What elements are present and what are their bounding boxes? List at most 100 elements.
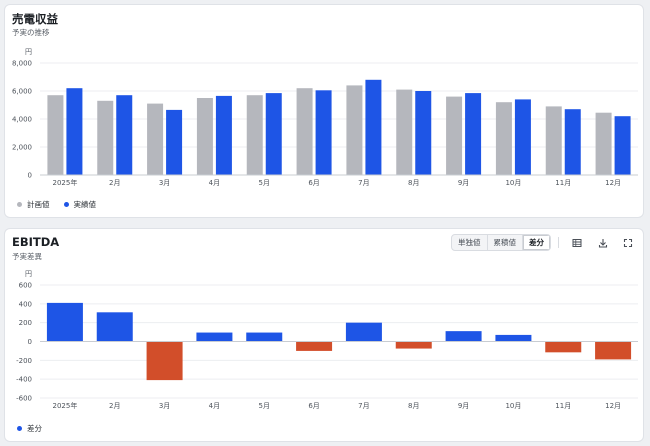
- actual-bar: [564, 109, 581, 175]
- actual-bar: [66, 88, 83, 175]
- fullscreen-icon[interactable]: [621, 236, 635, 250]
- legend-label: 差分: [27, 424, 42, 433]
- toggle-cumulative-value[interactable]: 累積値: [488, 235, 523, 250]
- x-tick-label: 6月: [308, 402, 319, 410]
- plan-bar: [296, 88, 313, 175]
- difference-bar: [46, 302, 83, 342]
- x-tick-label: 4月: [209, 179, 220, 187]
- plan-bar: [446, 96, 463, 175]
- x-tick-label: 10月: [505, 402, 521, 410]
- difference-bar: [595, 341, 632, 360]
- x-tick-label: 7月: [358, 402, 369, 410]
- y-tick-label: 600: [19, 282, 32, 290]
- difference-bar: [395, 341, 432, 349]
- x-tick-label: 8月: [408, 402, 419, 410]
- y-tick-label: 200: [19, 319, 32, 327]
- difference-bar: [246, 332, 283, 342]
- plan-bar: [97, 100, 114, 175]
- actual-bar: [315, 90, 332, 175]
- x-tick-label: 5月: [259, 402, 270, 410]
- y-tick-label: 4,000: [12, 116, 32, 124]
- actual-bar: [116, 95, 133, 175]
- chart-legend: 差分: [17, 423, 42, 434]
- y-tick-label: 0: [28, 338, 32, 346]
- plan-bar: [495, 102, 512, 175]
- difference-bar: [196, 332, 233, 342]
- y-tick-label: 0: [28, 172, 32, 180]
- x-tick-label: 5月: [259, 179, 270, 187]
- difference-bar: [495, 334, 532, 342]
- actual-bar: [514, 99, 531, 175]
- plan-bar: [147, 103, 164, 175]
- actual-bar: [215, 95, 232, 175]
- y-tick-label: -200: [16, 357, 32, 365]
- toolbar-divider: [558, 237, 559, 248]
- actual-bar: [415, 91, 432, 175]
- difference-bar: [146, 341, 183, 381]
- plan-bar: [396, 89, 413, 175]
- actual-bar: [265, 93, 282, 175]
- actual-bar: [365, 79, 382, 175]
- y-tick-label: 6,000: [12, 88, 32, 96]
- plan-bar: [47, 95, 64, 175]
- x-tick-label: 3月: [159, 179, 170, 187]
- plan-bar: [196, 98, 213, 175]
- x-tick-label: 2025年: [53, 401, 78, 410]
- revenue-bar-chart: 円 0 2,000 4,000 6,000 8,000 2025年 2月 3月 4月 5月 6月 7月 8…: [12, 48, 638, 187]
- x-tick-label: 2月: [109, 179, 120, 187]
- chart-legend: 計画値 実績値: [17, 199, 96, 210]
- x-tick-label: 2025年: [53, 178, 78, 187]
- y-unit-label: 円: [25, 270, 32, 278]
- difference-bar: [445, 331, 482, 342]
- chart-subtitle: 予実の推移: [12, 28, 50, 37]
- legend-dot-icon: [63, 202, 69, 207]
- plan-bar: [545, 106, 562, 175]
- y-unit-label: 円: [25, 48, 32, 56]
- plan-bar: [346, 85, 363, 175]
- plan-bar: [595, 112, 612, 175]
- legend-item-plan[interactable]: 計画値: [17, 199, 50, 210]
- x-tick-label: 7月: [358, 179, 369, 187]
- difference-bar: [345, 322, 382, 342]
- toggle-single-value[interactable]: 単独値: [452, 235, 488, 250]
- download-icon[interactable]: [596, 236, 610, 250]
- difference-bar: [296, 341, 333, 351]
- toggle-difference[interactable]: 差分: [523, 235, 550, 250]
- legend-item-difference[interactable]: 差分: [17, 423, 42, 434]
- y-tick-label: 2,000: [12, 144, 32, 152]
- actual-bar: [614, 116, 631, 175]
- difference-bar: [96, 312, 133, 342]
- chart-title: EBITDA: [12, 235, 60, 249]
- revenue-chart-card: 売電収益 予実の推移 円 0 2,000 4,000 6,000 8,000 2025年 2月…: [4, 4, 644, 218]
- actual-bar: [166, 109, 183, 175]
- y-tick-label: -600: [16, 395, 32, 403]
- y-tick-label: 8,000: [12, 60, 32, 68]
- chart-title: 売電収益: [12, 12, 58, 26]
- chart-subtitle: 予実差異: [12, 252, 42, 261]
- x-tick-label: 4月: [209, 402, 220, 410]
- x-tick-label: 8月: [408, 179, 419, 187]
- difference-bar: [545, 341, 582, 353]
- actual-bar: [465, 93, 482, 175]
- x-tick-label: 3月: [159, 402, 170, 410]
- x-tick-label: 11月: [555, 402, 571, 410]
- x-tick-label: 12月: [605, 179, 621, 187]
- legend-dot-icon: [17, 426, 22, 431]
- x-tick-label: 9月: [458, 402, 469, 410]
- table-icon[interactable]: [570, 236, 584, 250]
- value-mode-toggle: 単独値 累積値 差分: [451, 234, 551, 251]
- plan-bar: [246, 95, 263, 175]
- ebitda-chart-card: EBITDA 予実差異 単独値 累積値 差分 円 -600 -400 -200 0 200…: [4, 228, 644, 442]
- legend-item-actual[interactable]: 実績値: [63, 199, 97, 210]
- x-tick-label: 11月: [555, 179, 571, 187]
- y-tick-label: 400: [19, 300, 32, 308]
- ebitda-bar-chart: 円 -600 -400 -200 0 200 400 600 2025年 2月 3月 4月 5月 6月 7月…: [16, 270, 638, 410]
- legend-label: 計画値: [27, 200, 50, 209]
- legend-dot-icon: [17, 202, 22, 207]
- x-tick-label: 6月: [308, 179, 319, 187]
- x-tick-label: 9月: [458, 179, 469, 187]
- x-tick-label: 2月: [109, 402, 120, 410]
- y-tick-label: -400: [16, 376, 32, 384]
- legend-label: 実績値: [73, 200, 97, 209]
- x-tick-label: 10月: [505, 179, 521, 187]
